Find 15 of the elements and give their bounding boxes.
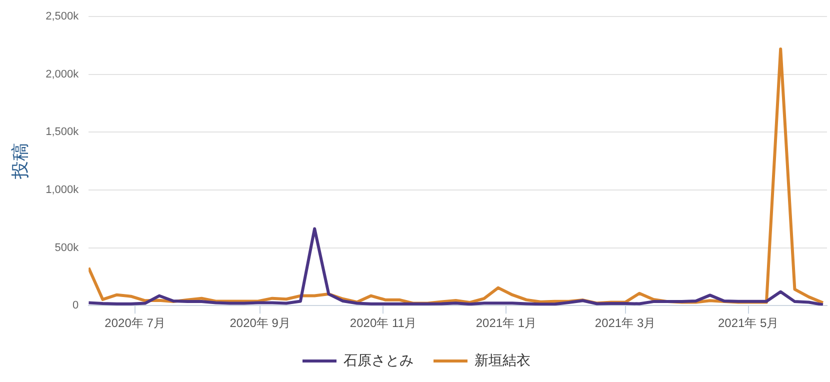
legend-label: 新垣結衣 xyxy=(474,352,530,368)
x-tick-label: 2021年 1月 xyxy=(476,316,537,330)
y-tick-label: 0 xyxy=(72,300,79,312)
y-tick-label: 1,500k xyxy=(46,126,80,138)
x-tick-label: 2021年 3月 xyxy=(594,316,656,330)
y-axis-title: 投稿 xyxy=(10,143,30,180)
x-tick-label: 2021年 5月 xyxy=(718,316,779,330)
legend-label: 石原さとみ xyxy=(344,352,414,368)
y-tick-label: 2,500k xyxy=(46,10,80,23)
y-tick-label: 500k xyxy=(54,242,80,254)
x-tick-label: 2020年 7月 xyxy=(104,316,166,330)
y-tick-label: 2,000k xyxy=(46,68,80,80)
x-tick-label: 2020年 11月 xyxy=(350,316,416,330)
y-tick-label: 1,000k xyxy=(46,184,80,196)
x-tick-label: 2020年 9月 xyxy=(230,316,290,330)
